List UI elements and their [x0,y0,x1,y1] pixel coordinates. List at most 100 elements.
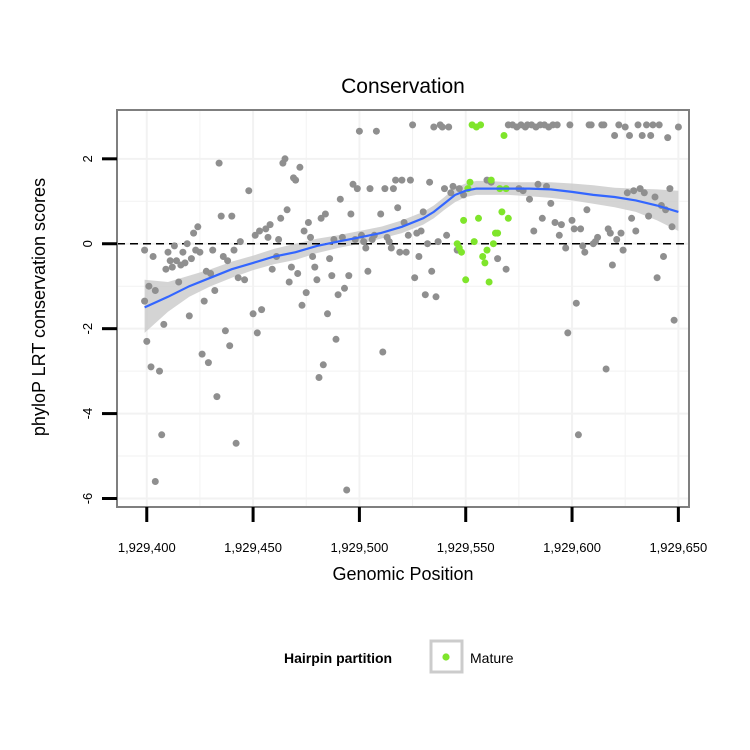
point-other [572,299,580,307]
point-other [294,270,302,277]
y-tick-label: -4 [80,408,95,420]
point-other [417,227,425,235]
point-other [526,195,533,203]
point-other [502,265,510,273]
point-other [185,312,193,320]
point-other [156,367,163,375]
point-other [455,185,463,193]
point-other [215,159,223,167]
point-other [583,206,591,214]
point-other [141,297,149,305]
point-other [619,246,627,254]
legend-key-box [429,639,464,674]
point-other [438,123,446,131]
point-other [664,134,672,142]
point-other [319,361,327,369]
point-other [213,393,221,401]
point-other [275,236,283,243]
point-other [547,199,555,207]
point-other [324,310,331,318]
point-other [555,231,563,239]
point-other [219,253,227,260]
point-other [434,238,442,246]
point-other [606,229,614,237]
point-other [236,238,244,246]
x-tick-label: 1,929,550 [437,540,495,555]
point-other [326,255,334,263]
point-other [196,248,204,256]
point-other [264,233,272,241]
point-other [183,240,191,248]
point-other [424,240,431,248]
point-other [394,204,402,212]
y-axis-title: phyloP LRT conservation scores [29,178,49,436]
x-tick-label: 1,929,650 [649,540,707,555]
point-other [655,121,663,129]
point-other [421,291,429,299]
point-other [579,242,587,250]
point-mature [498,208,506,216]
point-other [670,316,678,324]
point-other [151,478,159,485]
point-other [553,121,561,129]
point-other [207,270,215,277]
point-mature [479,253,487,260]
point-mature [489,240,497,248]
point-other [617,229,625,237]
smooth-line [144,187,679,309]
point-other [198,350,206,358]
point-mature [477,121,485,129]
point-other [187,255,195,263]
point-other [621,123,629,131]
x-tick-label: 1,929,600 [543,540,601,555]
point-other [151,287,159,294]
point-other [668,223,676,231]
point-mature [500,132,508,139]
point-other [181,259,189,267]
point-mature [462,276,470,284]
panel-frame [116,109,690,508]
point-other [253,329,261,337]
point-other [602,365,610,373]
point-other [313,276,321,284]
x-tick-label: 1,929,500 [330,540,388,555]
x-axis-title: Genomic Position [332,564,473,584]
confidence-ribbon [144,180,679,333]
point-other [143,337,151,345]
point-mature [475,214,482,222]
point-other [160,320,168,328]
point-other [630,187,638,195]
point-other [674,123,682,131]
point-other [298,301,306,309]
point-other [258,306,266,314]
point-other [190,229,198,237]
plot-panel [117,110,689,507]
legend-key-mature-dot [442,653,450,661]
point-other [587,121,595,129]
smooth-confidence-band [144,180,679,333]
point-other [268,265,276,273]
point-other [613,236,621,243]
point-other [360,238,368,246]
point-other [443,231,451,239]
point-other [162,265,170,273]
point-other [170,242,178,250]
point-other [209,246,217,254]
point-other [251,231,259,239]
point-other [168,263,176,271]
point-other [551,219,559,226]
point-mature [481,259,489,267]
point-other [441,185,448,193]
point-other [249,310,257,318]
point-other [574,431,582,439]
point-other [428,267,436,275]
point-other [647,132,655,139]
point-other [164,248,172,256]
point-other [372,127,380,135]
point-other [398,176,406,184]
point-other [494,255,502,263]
point-other [406,176,414,184]
point-other [311,263,319,271]
point-other [562,244,570,252]
point-other [256,227,263,235]
